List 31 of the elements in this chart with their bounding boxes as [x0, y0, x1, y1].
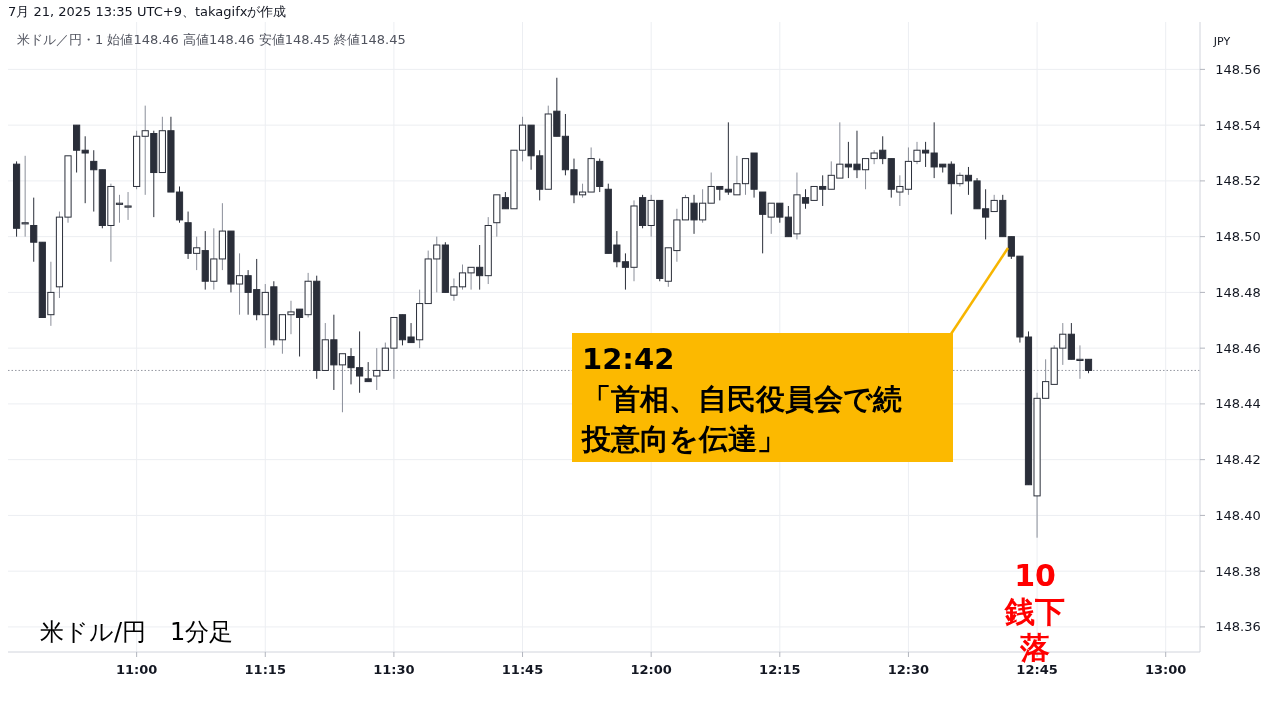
- y-tick-label: 148.50: [1215, 229, 1261, 245]
- x-tick-label: 12:45: [1016, 662, 1058, 677]
- y-tick-label: 148.38: [1215, 563, 1261, 579]
- x-tick-label: 11:15: [244, 662, 286, 677]
- y-tick-label: 148.40: [1215, 507, 1261, 523]
- text: 米ドル／円・1 始値148.46 高値148.46 安値148.45 終値148.45: [17, 32, 406, 47]
- y-tick-label: 148.48: [1215, 284, 1261, 300]
- candlestick: [90, 149, 98, 213]
- candlestick: [124, 191, 132, 221]
- x-tick-label: 12:15: [759, 662, 801, 677]
- y-tick-label: 148.44: [1215, 396, 1261, 412]
- candlestick: [30, 197, 38, 263]
- annotation: 米ドル/円 1分足: [40, 618, 234, 646]
- x-tick-label: 12:00: [630, 662, 672, 677]
- x-tick-label: 12:30: [887, 662, 930, 677]
- x-tick-label: 13:00: [1145, 662, 1187, 677]
- annotation: 12:42: [582, 342, 675, 376]
- y-axis-title: JPY: [1212, 35, 1231, 48]
- y-tick-label: 148.52: [1215, 173, 1261, 189]
- annotation: 「首相、自民役員会で続投意向を伝達」: [581, 382, 902, 456]
- chart-title: 7月 21, 2025 13:35 UTC+9、takagifxが作成: [8, 4, 287, 19]
- y-tick-label: 148.54: [1215, 117, 1261, 133]
- y-tick-label: 148.42: [1215, 452, 1261, 468]
- annotation: 10銭下落: [1004, 558, 1065, 665]
- candlestick: [364, 361, 372, 383]
- x-tick-label: 11:00: [115, 662, 158, 677]
- y-tick-label: 148.56: [1215, 61, 1261, 77]
- y-tick-label: 148.46: [1215, 340, 1261, 356]
- x-tick-label: 11:45: [501, 662, 544, 677]
- y-tick-label: 148.36: [1215, 619, 1261, 635]
- x-tick-label: 11:30: [373, 662, 415, 677]
